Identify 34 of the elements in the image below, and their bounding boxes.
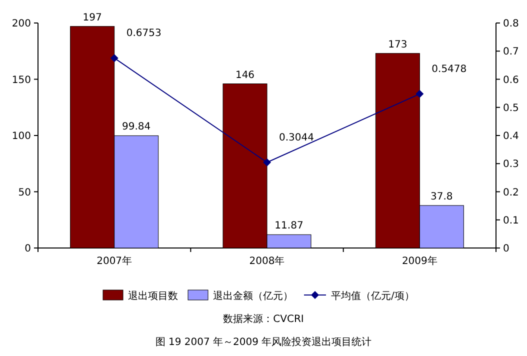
y2-tick-label: 0.3: [503, 159, 519, 170]
y2-tick-label: 0.6: [503, 74, 519, 86]
point: [416, 90, 424, 98]
x-tick-label: 2007年: [96, 255, 132, 267]
x-tick-label: 2009年: [402, 255, 438, 267]
y-tick-label: 200: [12, 18, 31, 30]
legend-label: 退出金额（亿元）: [213, 290, 293, 302]
y-tick-label: 100: [12, 131, 31, 142]
data-label: 146: [235, 70, 255, 81]
y-tick-label: 150: [12, 74, 31, 86]
source-note: 数据来源：CVCRI: [223, 313, 304, 325]
y2-tick-label: 0.1: [503, 215, 519, 226]
y-tick-label: 50: [18, 187, 31, 198]
data-label: 0.6753: [126, 28, 162, 40]
y2-tick-label: 0.7: [503, 46, 519, 58]
y2-tick-label: 0.4: [503, 131, 519, 142]
data-label: 173: [388, 39, 408, 50]
data-label: 99.84: [122, 122, 151, 133]
y2-tick-label: 0.2: [503, 187, 519, 198]
x-tick-label: 2008年: [249, 255, 285, 267]
point: [263, 158, 271, 166]
text: 图 19 2007 年～2009 年风险投资退出项目统计: [155, 336, 372, 348]
legend-label: 退出项目数: [128, 290, 178, 302]
y-tick-label: 0: [24, 244, 31, 254]
y2-tick-label: 0: [503, 244, 510, 254]
legend-label: 平均值（亿元/项）: [331, 290, 414, 302]
data-label: 37.8: [430, 191, 453, 202]
point: [110, 54, 118, 62]
data-label: 197: [82, 12, 102, 24]
data-label: 0.3044: [279, 132, 314, 144]
y2-tick-label: 0.8: [503, 18, 519, 30]
y2-tick-label: 0.5: [503, 102, 519, 114]
data-label: 0.5478: [432, 64, 467, 75]
data-label: 11.87: [274, 220, 304, 232]
